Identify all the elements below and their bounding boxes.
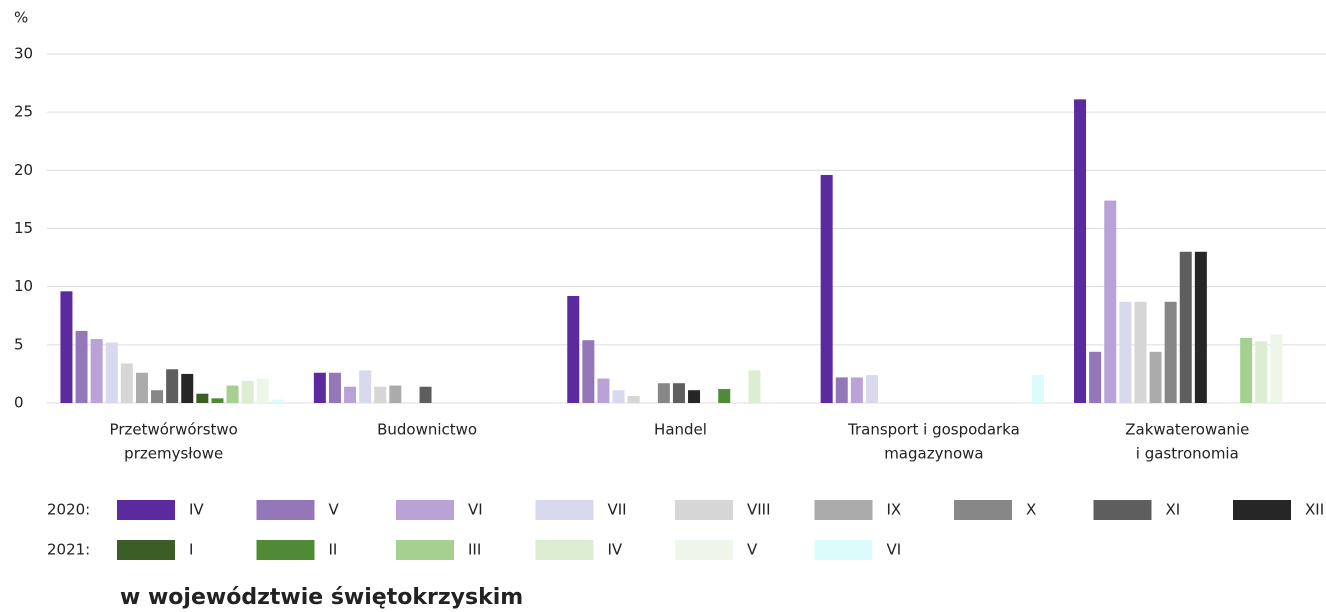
- bar: [582, 340, 595, 403]
- legend-label: VI: [887, 541, 902, 559]
- bar: [419, 386, 432, 403]
- bar: [75, 330, 88, 403]
- bar: [166, 369, 179, 403]
- bar: [181, 373, 194, 403]
- bar: [90, 339, 103, 403]
- legend-swatch: [814, 500, 873, 520]
- bar: [1164, 301, 1177, 403]
- legend-label: V: [329, 501, 340, 519]
- y-tick-label: 5: [14, 335, 24, 353]
- x-tick-label: Przetwórwórstwo: [110, 421, 238, 439]
- y-tick-label: 30: [14, 45, 33, 63]
- legend-swatch: [396, 540, 454, 560]
- bar: [1119, 301, 1132, 403]
- bar: [389, 385, 402, 403]
- legend-swatch: [535, 540, 594, 560]
- legend-label: VIII: [747, 501, 771, 519]
- bar: [627, 396, 640, 403]
- bar: [1104, 200, 1117, 403]
- legend-label: V: [747, 541, 758, 559]
- caption: w województwie świętokrzyskim: [120, 585, 523, 610]
- legend-swatch: [675, 540, 733, 560]
- x-tick-label: przemysłowe: [124, 445, 223, 463]
- bar: [256, 378, 269, 403]
- y-tick-label: 0: [14, 394, 24, 412]
- bar: [359, 370, 372, 403]
- legend-swatch: [814, 540, 873, 560]
- legend-swatch: [256, 540, 315, 560]
- bar: [271, 399, 284, 403]
- bar: [1240, 337, 1253, 403]
- bar: [820, 174, 833, 403]
- legend-group-label: 2021:: [47, 541, 90, 559]
- bar: [226, 385, 239, 403]
- legend-swatch: [117, 500, 175, 520]
- bar: [1149, 351, 1162, 403]
- bar: [241, 380, 254, 403]
- legend-label: VI: [468, 501, 483, 519]
- bar: [718, 389, 731, 403]
- bar: [865, 375, 878, 403]
- legend-label: IV: [608, 541, 623, 559]
- y-tick-label: 15: [14, 219, 33, 237]
- legend-swatch: [675, 500, 733, 520]
- bar: [567, 295, 580, 403]
- legend-group-label: 2020:: [47, 501, 90, 519]
- y-tick-label: 20: [14, 161, 33, 179]
- legend-label: IV: [189, 501, 204, 519]
- bar: [105, 342, 118, 403]
- bar: [672, 383, 685, 403]
- bar: [1074, 99, 1087, 404]
- y-tick-label: 25: [14, 103, 33, 121]
- legend-swatch: [1233, 500, 1291, 520]
- bar: [1032, 375, 1045, 403]
- legend-swatch: [954, 500, 1012, 520]
- bar: [328, 372, 341, 403]
- bar: [835, 377, 848, 403]
- legend-label: XI: [1166, 501, 1181, 519]
- bar: [657, 383, 670, 403]
- bar: [748, 370, 761, 403]
- legend-label: III: [468, 541, 481, 559]
- bar: [374, 386, 387, 403]
- legend-swatch: [1093, 500, 1152, 520]
- x-tick-label: Budownictwo: [377, 421, 477, 439]
- bar: [850, 377, 863, 403]
- x-tick-label: magazynowa: [884, 445, 983, 463]
- bar: [1134, 301, 1147, 403]
- legend-label: VII: [608, 501, 627, 519]
- x-tick-label: Handel: [654, 421, 707, 439]
- bar: [688, 390, 701, 403]
- x-tick-label: Transport i gospodarka: [847, 421, 1020, 439]
- legend-label: XII: [1305, 501, 1324, 519]
- legend-label: I: [189, 541, 193, 559]
- bar: [211, 398, 224, 403]
- bar: [344, 386, 357, 403]
- legend-label: X: [1026, 501, 1036, 519]
- legend-swatch: [256, 500, 315, 520]
- x-tick-label: Zakwaterowanie: [1125, 421, 1249, 439]
- bar: [597, 378, 610, 403]
- legend-swatch: [535, 500, 594, 520]
- y-tick-label: 10: [14, 277, 33, 295]
- y-axis-label: %: [14, 9, 28, 27]
- bar: [135, 372, 148, 403]
- bar: [60, 291, 73, 403]
- bar: [1089, 351, 1102, 403]
- bar: [196, 393, 209, 403]
- bar: [1255, 341, 1268, 403]
- bar: [1270, 334, 1283, 403]
- x-tick-label: i gastronomia: [1136, 445, 1239, 463]
- bar: [612, 390, 625, 403]
- bar: [120, 363, 133, 403]
- legend-swatch: [396, 500, 454, 520]
- bar: [151, 390, 164, 403]
- bar: [313, 372, 326, 403]
- legend-label: IX: [887, 501, 902, 519]
- bar: [1194, 251, 1207, 403]
- legend-swatch: [117, 540, 175, 560]
- bar: [1179, 251, 1192, 403]
- legend-label: II: [329, 541, 338, 559]
